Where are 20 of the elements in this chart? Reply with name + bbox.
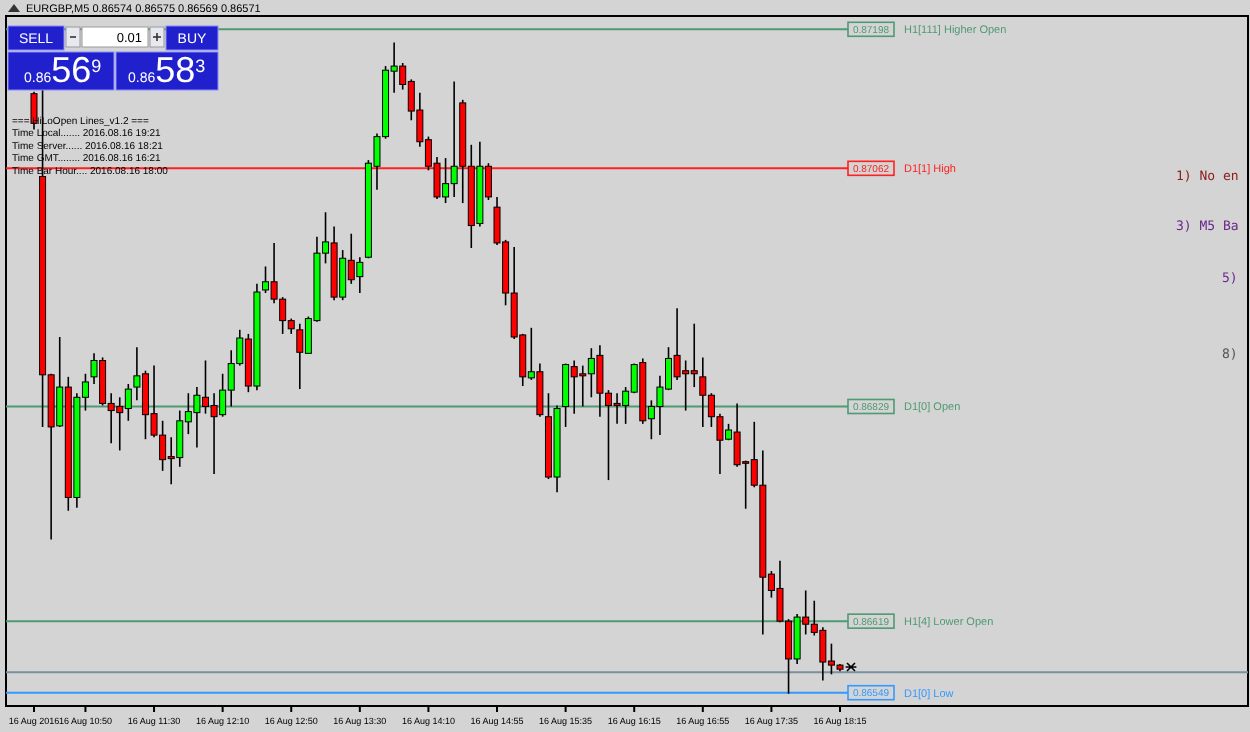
candlestick (613, 392, 621, 425)
candlestick (210, 392, 218, 475)
candlestick (450, 80, 458, 198)
candlestick (699, 356, 707, 428)
candlestick (819, 626, 827, 682)
candlestick (690, 322, 698, 388)
candlestick (116, 396, 124, 452)
candlestick (262, 265, 270, 294)
candlestick (176, 409, 184, 468)
candlestick (793, 613, 801, 665)
candlestick (536, 362, 544, 418)
candlestick (733, 402, 741, 468)
candlestick (579, 364, 587, 408)
candlestick (124, 383, 132, 422)
candlestick (562, 362, 570, 428)
candlestick (296, 322, 304, 390)
candlestick (193, 386, 201, 449)
candlestick (356, 256, 364, 294)
candlestick (570, 359, 578, 415)
candlestick (596, 344, 604, 418)
